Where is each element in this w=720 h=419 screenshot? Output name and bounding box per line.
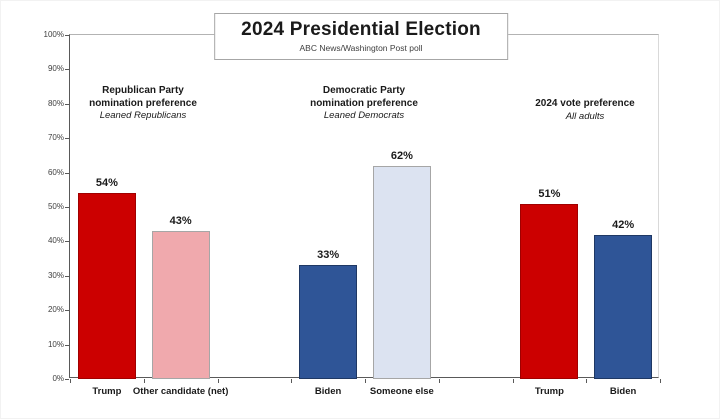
bar-category-label: Biden bbox=[609, 386, 637, 397]
bar-category-label: Someone else bbox=[369, 386, 434, 397]
y-axis-tick-label: 40% bbox=[47, 236, 64, 246]
x-axis-tick bbox=[660, 379, 661, 383]
y-axis-tick bbox=[65, 275, 69, 277]
y-axis-tick-label: 60% bbox=[47, 167, 64, 177]
y-axis-tick-label: 100% bbox=[43, 30, 64, 39]
bar-category-label: Trump bbox=[92, 386, 122, 397]
x-axis-tick bbox=[217, 379, 219, 383]
bar-value-label: 54% bbox=[95, 177, 118, 189]
bar-category-label: Trump bbox=[534, 386, 564, 397]
x-axis-tick bbox=[291, 379, 293, 383]
y-axis-tick bbox=[65, 69, 69, 71]
y-axis-tick-label: 30% bbox=[47, 270, 64, 280]
title-box: 2024 Presidential Election ABC News/Wash… bbox=[214, 13, 508, 60]
bar-value-label: 43% bbox=[169, 215, 192, 227]
bar-value-label: 42% bbox=[612, 219, 635, 231]
bar bbox=[151, 231, 210, 379]
bar bbox=[372, 166, 431, 379]
bar-value-label: 62% bbox=[390, 150, 413, 162]
x-axis-tick bbox=[512, 379, 514, 383]
bar bbox=[520, 204, 579, 379]
y-axis-tick bbox=[65, 310, 69, 312]
y-axis-tick-label: 70% bbox=[47, 133, 64, 143]
section-title: Republican Party nomination preference bbox=[89, 85, 197, 109]
y-axis-tick bbox=[65, 241, 69, 243]
bar bbox=[594, 235, 653, 379]
bar-category-label: Biden bbox=[314, 386, 342, 397]
x-axis-tick bbox=[438, 379, 440, 383]
section-subtitle: Leaned Democrats bbox=[323, 110, 405, 121]
section-subtitle: Leaned Republicans bbox=[99, 110, 187, 121]
y-axis-tick bbox=[65, 103, 69, 105]
bar bbox=[299, 265, 358, 379]
x-axis-tick bbox=[143, 379, 145, 383]
bar bbox=[77, 193, 136, 379]
plot-area: 0% 10% 20% 30% 40% 50% 60% 70% 80% 90% 100% 54% Trum… bbox=[44, 31, 661, 397]
section-subtitle: All adults bbox=[565, 110, 605, 122]
y-axis-tick bbox=[65, 344, 69, 346]
section-header-vote-preference: 2024 vote preference All adults bbox=[495, 98, 675, 123]
section-title: Democratic Party nomination preference bbox=[310, 85, 418, 109]
y-axis-tick-label: 90% bbox=[47, 64, 64, 74]
bar-value-label: 51% bbox=[538, 188, 561, 200]
y-axis-tick-label: 80% bbox=[47, 98, 64, 108]
y-axis-tick-label: 20% bbox=[47, 305, 64, 315]
bar-value-label: 33% bbox=[317, 249, 340, 261]
section-header-republican: Republican Party nomination preference L… bbox=[53, 85, 233, 123]
chart-title: 2024 Presidential Election bbox=[241, 19, 481, 40]
y-axis-tick-label: 10% bbox=[47, 339, 64, 349]
y-axis-tick-label: 0% bbox=[52, 374, 64, 383]
y-axis-tick bbox=[65, 207, 69, 208]
y-axis-tick bbox=[65, 35, 69, 36]
x-axis-tick bbox=[70, 379, 71, 383]
y-axis-tick bbox=[65, 172, 69, 174]
bar-category-label: Other candidate (net) bbox=[132, 386, 229, 397]
section-header-democratic: Democratic Party nomination preference L… bbox=[274, 85, 454, 123]
y-axis-tick bbox=[65, 138, 69, 140]
y-axis-tick-label: 50% bbox=[47, 202, 64, 211]
x-axis-tick bbox=[586, 379, 588, 383]
x-axis-tick bbox=[365, 379, 366, 383]
y-axis-tick bbox=[65, 379, 69, 380]
chart-subtitle: ABC News/Washington Post poll bbox=[299, 43, 423, 53]
section-title: 2024 vote preference bbox=[535, 98, 635, 109]
